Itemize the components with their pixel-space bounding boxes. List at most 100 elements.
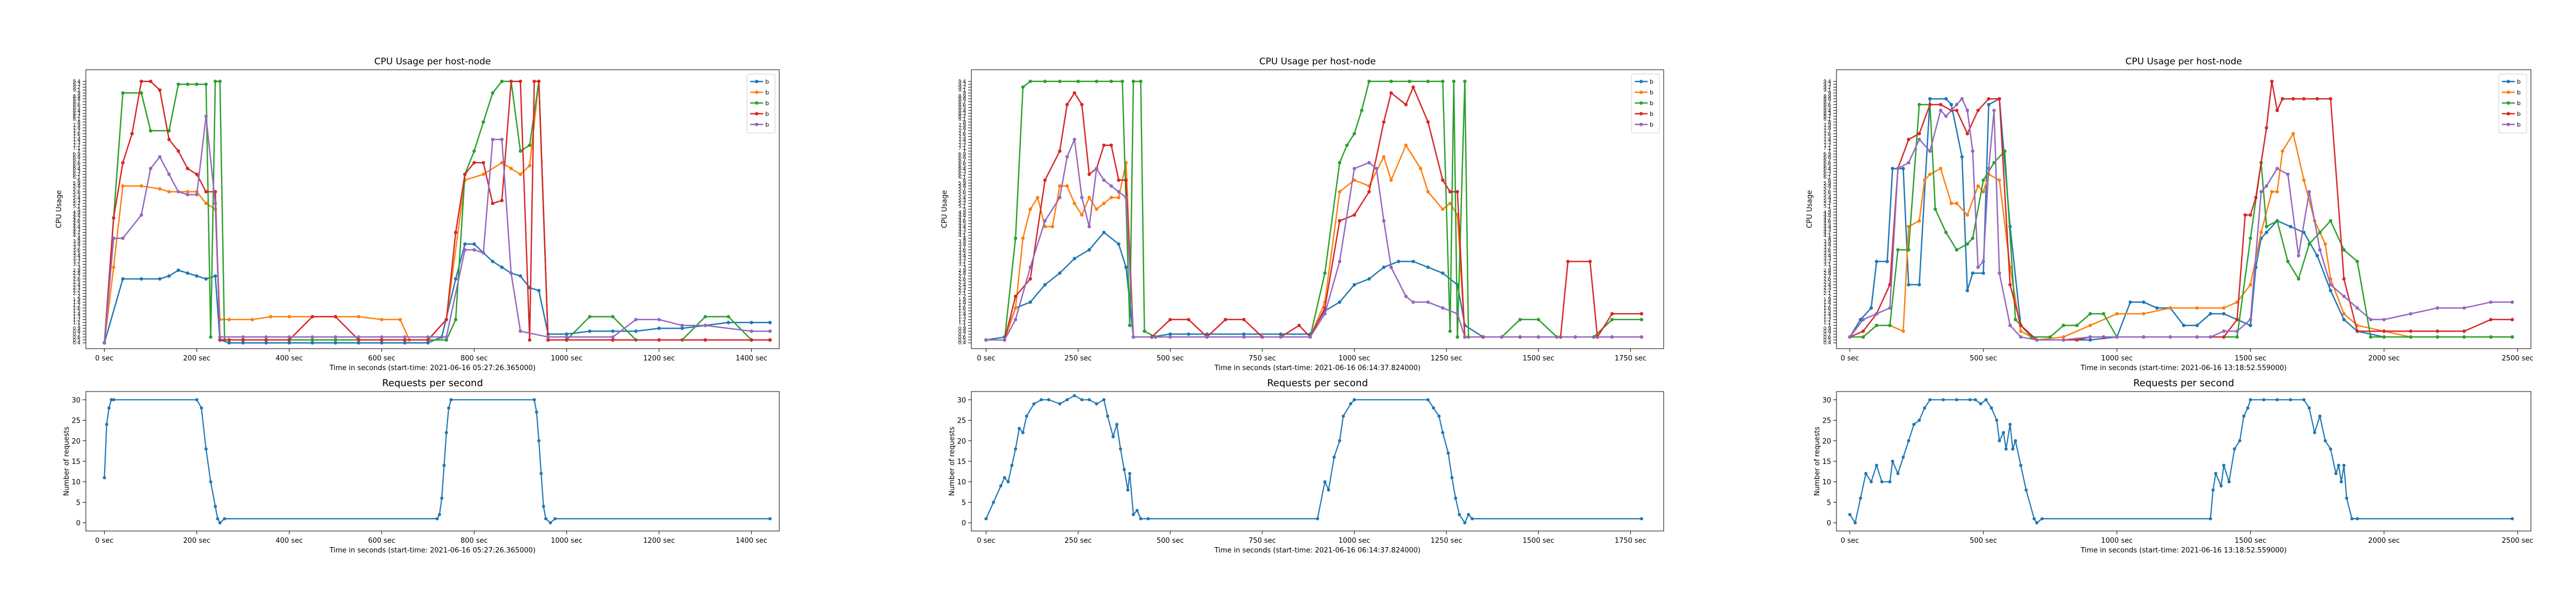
data-point: [1955, 398, 1958, 402]
y-tick-label: 4.8: [73, 213, 81, 218]
data-point: [1117, 242, 1121, 246]
data-point: [1455, 312, 1459, 316]
y-tick-label: 3.4: [958, 254, 967, 259]
data-point: [1918, 132, 1921, 136]
data-point: [453, 277, 458, 281]
data-point: [310, 338, 314, 342]
data-point: [1861, 335, 1865, 339]
y-tick-label: 7: [963, 149, 966, 154]
data-point: [1279, 335, 1283, 339]
x-axis-label: Time in seconds (start-time: 2021-06-16 …: [329, 364, 536, 372]
x-tick-label: 1500 sec: [2235, 355, 2266, 363]
y-tick-label: 9.4: [1824, 79, 1832, 85]
y-tick-label: 2: [1828, 294, 1831, 300]
data-point: [1875, 312, 1878, 316]
data-point: [2262, 398, 2266, 402]
data-point: [1965, 132, 1970, 136]
data-point: [218, 338, 222, 342]
y-tick-label: 7.9: [1824, 123, 1832, 128]
data-point: [1864, 471, 1868, 475]
data-point: [2462, 329, 2466, 333]
legend-marker: [1639, 90, 1643, 94]
x-axis-label: Time in seconds (start-time: 2021-06-16 …: [2080, 364, 2287, 372]
data-point: [1002, 338, 1007, 342]
y-tick-label: 2.8: [73, 271, 81, 276]
y-tick-label: 5.8: [1824, 184, 1832, 189]
y-tick-label: 1.2: [1824, 318, 1831, 323]
y-tick-label: 1.4: [73, 312, 81, 317]
data-point: [1997, 439, 2001, 442]
y-tick-label: 4: [963, 236, 966, 241]
data-point: [204, 114, 208, 118]
data-point: [537, 439, 541, 442]
data-point: [565, 332, 569, 336]
y-tick-label: 2.5: [1824, 279, 1831, 285]
y-tick-label: 3.5: [1824, 250, 1831, 256]
x-tick-label: 500 sec: [1970, 537, 1997, 545]
y-tick-label: 4.8: [1824, 213, 1832, 218]
data-point: [1109, 143, 1113, 147]
y-tick-label: 7: [1828, 149, 1831, 154]
y-tick-label: 7.4: [958, 137, 967, 143]
y-tick-label: 1.1: [73, 320, 80, 326]
data-point: [2061, 338, 2066, 342]
y-tick-label: 0.4: [73, 341, 81, 346]
plot-frame: [1836, 69, 2531, 349]
y-tick-label: 1.7: [958, 303, 966, 308]
data-point: [1992, 161, 1996, 165]
data-point: [1131, 513, 1135, 517]
y-tick-label: 4.1: [1824, 233, 1831, 239]
data-point: [509, 79, 513, 83]
chart-title: Requests per second: [2133, 378, 2234, 389]
series-4: [103, 79, 772, 345]
data-point: [2307, 190, 2311, 194]
data-point: [2288, 225, 2293, 228]
y-tick-label: 7.5: [958, 135, 966, 140]
data-point: [1588, 260, 1592, 263]
y-tick-label: 6.7: [1824, 158, 1831, 163]
y-tick-label: 4: [1828, 236, 1831, 241]
data-point: [2142, 335, 2146, 339]
data-point: [1117, 178, 1121, 182]
data-point: [657, 318, 661, 321]
data-point: [1028, 79, 1033, 83]
y-tick-label: 0.7: [958, 332, 966, 337]
y-tick-label: 4.3: [1824, 227, 1831, 233]
data-point: [1124, 266, 1128, 269]
y-tick-label: 6.3: [1824, 169, 1831, 175]
data-point: [357, 341, 361, 345]
data-point: [2369, 335, 2373, 339]
data-point: [1610, 335, 1614, 339]
y-tick-label: 4.8: [958, 213, 967, 218]
data-point: [2249, 213, 2252, 217]
data-point: [2211, 488, 2215, 492]
y-tick-label: 7.1: [1824, 146, 1831, 151]
y-tick-label: 5.1: [958, 204, 966, 210]
data-point: [750, 338, 753, 342]
data-point: [2222, 329, 2226, 333]
y-axis: 0 5 10 15 20 25 30: [1822, 396, 1836, 528]
data-point: [2318, 231, 2322, 234]
data-point: [1131, 79, 1136, 83]
data-point: [657, 326, 661, 330]
data-point: [2242, 414, 2245, 418]
data-point: [1065, 155, 1069, 159]
data-point: [1018, 426, 1021, 430]
data-point: [1332, 455, 1336, 459]
data-point: [1944, 97, 1948, 101]
data-point: [1640, 335, 1643, 339]
data-point: [2342, 277, 2346, 281]
legend-marker: [755, 90, 759, 94]
y-tick-label: 8.1: [73, 117, 80, 122]
y-tick-label: 3.1: [73, 262, 80, 268]
data-point: [2195, 323, 2199, 327]
data-point: [1168, 332, 1172, 336]
y-tick-label: 5.5: [1824, 193, 1831, 198]
legend-label: b: [765, 121, 769, 128]
x-tick-label: 500 sec: [1157, 355, 1184, 363]
data-point: [1960, 155, 1964, 159]
y-tick-label: 1.9: [958, 297, 967, 303]
y-tick-label: 8.8: [1824, 97, 1832, 102]
data-point: [2208, 335, 2212, 339]
